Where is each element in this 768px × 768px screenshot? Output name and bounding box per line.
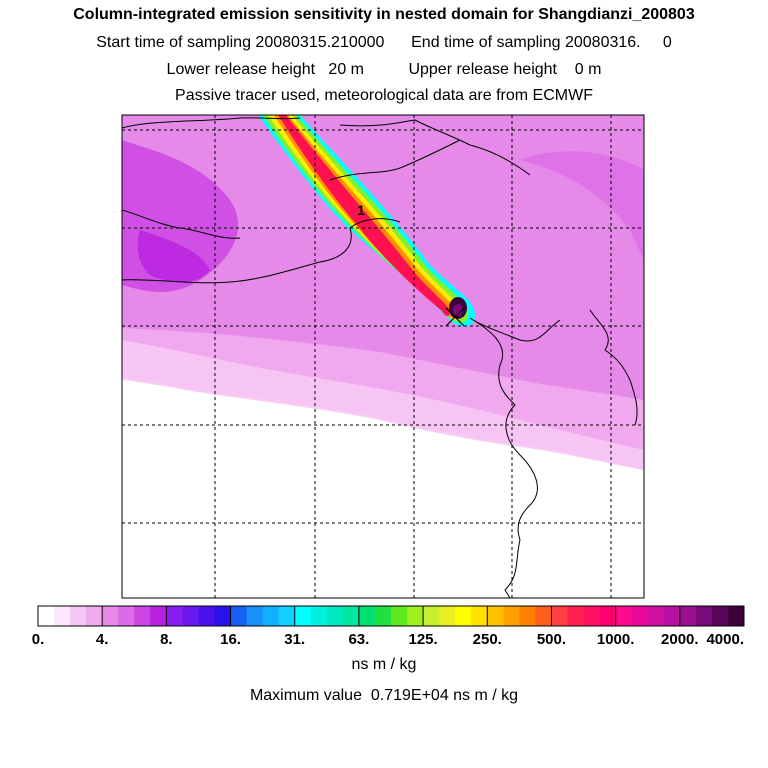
colorbar-segment	[310, 606, 328, 626]
map-area: 1	[122, 115, 644, 598]
colorbar-segment	[102, 606, 119, 626]
colorbar-segment	[198, 606, 215, 626]
colorbar-segment	[262, 606, 280, 626]
colorbar-segment	[663, 606, 681, 626]
colorbar-tick-label: 500.	[537, 631, 566, 648]
colorbar-segment	[695, 606, 713, 626]
colorbar-segment	[711, 606, 729, 626]
colorbar-segment	[166, 606, 183, 626]
map-frame	[121, 114, 645, 599]
colorbar-tick-labels: 0. 4. 8. 16. 31. 63. 125. 250. 500. 1000. 2000. 400…	[32, 631, 744, 648]
chart-title: Column-integrated emission sensitivity i…	[73, 6, 695, 23]
colorbar-segment	[391, 606, 408, 626]
colorbar-tick-label: 63.	[348, 631, 369, 648]
colorbar-segment	[535, 606, 552, 626]
plume-peak-core	[453, 304, 463, 316]
colorbar-segment	[358, 606, 376, 626]
graticule	[122, 115, 644, 598]
colorbar-tick-label: 4.	[96, 631, 109, 648]
colorbar-segment	[70, 606, 87, 626]
colorbar-segment	[423, 606, 440, 626]
colorbar-segment	[230, 606, 248, 626]
colorbar-tick-label: 16.	[220, 631, 241, 648]
colorbar-segment	[551, 606, 568, 626]
colorbar-tick-label: 2000.	[661, 631, 699, 648]
sensitivity-field-east	[520, 151, 644, 260]
colorbar-tick-label: 8.	[160, 631, 173, 648]
colorbar-segment	[86, 606, 103, 626]
colorbar-segment	[599, 606, 617, 626]
release-site-marker	[445, 307, 465, 327]
sensitivity-field-edge	[122, 340, 644, 470]
colorbar-segment	[342, 606, 360, 626]
colorbar-frame	[37, 605, 745, 627]
colorbar-segment	[182, 606, 199, 626]
colorbar-segment	[54, 606, 71, 626]
colorbar-segment	[214, 606, 232, 626]
colorbar-segment	[246, 606, 264, 626]
colorbar-segment	[679, 606, 697, 626]
colorbar-segment	[631, 606, 649, 626]
colorbar-segment	[439, 606, 456, 626]
colorbar-tick-label: 125.	[408, 631, 437, 648]
colorbar-segment	[134, 606, 151, 626]
colorbar-segment	[647, 606, 665, 626]
colorbar-segment	[455, 606, 472, 626]
colorbar-segment	[471, 606, 488, 626]
release-height-line: Lower release height 20 m Upper release …	[166, 61, 602, 78]
colorbar-segment	[278, 606, 296, 626]
colorbar-tick-label: 31.	[284, 631, 305, 648]
colorbar-segment	[150, 606, 167, 626]
colorbar-tick-label: 250.	[473, 631, 502, 648]
colorbar-segment	[503, 606, 520, 626]
colorbar-segment	[326, 606, 344, 626]
colorbar-tick-label: 1000.	[597, 631, 635, 648]
colorbar-segment	[407, 606, 424, 626]
sensitivity-field-peak-west	[137, 230, 210, 282]
colorbar-segment	[519, 606, 536, 626]
colorbar-segment	[294, 606, 312, 626]
colorbar-tick-label: 0.	[32, 631, 45, 648]
colorbar-segment	[583, 606, 601, 626]
colorbar-segment	[567, 606, 585, 626]
colorbar-segment	[615, 606, 633, 626]
plume-label: 1	[357, 202, 365, 218]
colorbar	[37, 605, 745, 627]
coastlines	[122, 117, 638, 598]
colorbar-segment	[374, 606, 392, 626]
colorbar-segment	[118, 606, 135, 626]
colorbar-segment	[487, 606, 504, 626]
colorbar-units: ns m / kg	[351, 656, 417, 673]
colorbar-segment	[38, 606, 55, 626]
plume-red	[278, 115, 450, 317]
maximum-value-label: Maximum value 0.719E+04 ns m / kg	[249, 687, 519, 704]
sampling-time-line: Start time of sampling 20080315.210000 E…	[96, 34, 672, 51]
colorbar-tick-label: 4000.	[706, 631, 744, 648]
tracer-info-line: Passive tracer used, meteorological data…	[175, 87, 593, 104]
colorbar-segment	[727, 606, 745, 626]
